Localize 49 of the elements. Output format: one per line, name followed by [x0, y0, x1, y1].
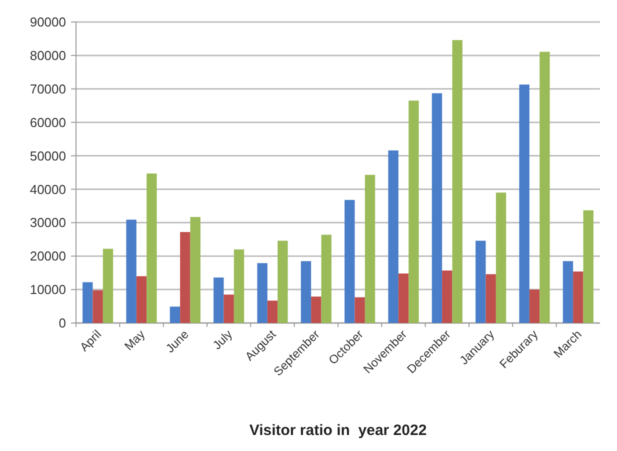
bar — [476, 240, 486, 323]
bar — [408, 100, 419, 323]
y-tick-label: 80000 — [30, 48, 66, 63]
bar — [92, 290, 103, 323]
bar — [267, 300, 278, 323]
x-tick-label: July — [210, 327, 235, 352]
bar — [344, 200, 355, 323]
bar — [562, 261, 574, 323]
x-axis-title: Visitor ratio in year 2022 — [249, 422, 427, 439]
bar — [170, 306, 180, 323]
bar — [300, 261, 312, 323]
bar — [519, 84, 530, 323]
bar — [190, 216, 200, 323]
bar — [321, 234, 332, 323]
bar — [257, 263, 268, 323]
bar — [102, 248, 114, 323]
bar — [214, 278, 224, 323]
bar — [224, 294, 234, 323]
bar — [583, 210, 594, 323]
y-tick-label: 40000 — [30, 182, 66, 197]
bar — [486, 274, 496, 323]
bar — [180, 232, 190, 323]
y-tick-label: 10000 — [30, 282, 66, 298]
bar — [278, 240, 288, 323]
bar — [496, 192, 506, 323]
bar — [442, 270, 452, 323]
bar — [136, 276, 147, 323]
bar — [126, 220, 136, 323]
y-tick-label: 20000 — [30, 248, 66, 264]
bar — [388, 150, 398, 323]
y-tick-label: 60000 — [30, 114, 66, 130]
y-tick-label: 90000 — [30, 14, 66, 30]
y-tick-label: 30000 — [30, 215, 66, 230]
bar — [311, 296, 322, 323]
bar — [540, 52, 550, 323]
bar — [573, 271, 584, 323]
x-tick-label: May — [122, 327, 148, 354]
bar — [529, 290, 540, 323]
y-tick-label: 70000 — [30, 81, 66, 96]
bar — [364, 174, 376, 323]
bar — [452, 40, 462, 323]
bar — [146, 174, 157, 323]
bar — [354, 297, 365, 323]
bar — [432, 93, 442, 323]
y-tick-label: 50000 — [30, 148, 66, 164]
bar — [234, 249, 244, 323]
bar — [398, 274, 409, 323]
bar — [82, 282, 93, 323]
y-tick-label: 0 — [58, 316, 66, 331]
